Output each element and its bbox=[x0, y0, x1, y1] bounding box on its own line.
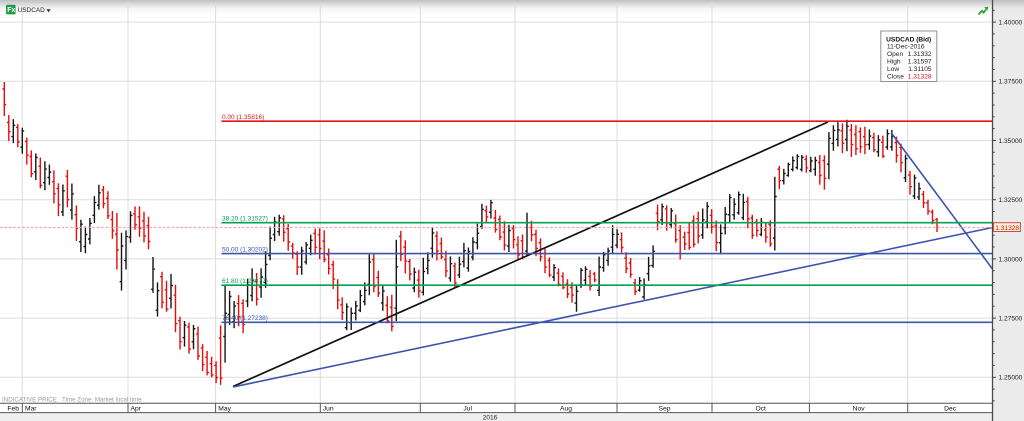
svg-text:Close: Close bbox=[887, 74, 904, 81]
svg-text:1.25000: 1.25000 bbox=[999, 375, 1023, 382]
svg-text:1.27500: 1.27500 bbox=[999, 316, 1023, 323]
svg-text:USDCAD (Bid): USDCAD (Bid) bbox=[886, 36, 931, 43]
svg-text:Jul: Jul bbox=[463, 405, 472, 412]
svg-text:High: High bbox=[887, 59, 901, 66]
svg-text:May: May bbox=[218, 405, 231, 412]
svg-text:Nov: Nov bbox=[853, 405, 866, 412]
svg-text:Aug: Aug bbox=[560, 405, 572, 412]
svg-text:76.40 (1.27238): 76.40 (1.27238) bbox=[222, 315, 268, 322]
svg-text:2016: 2016 bbox=[483, 414, 498, 421]
svg-text:1.31332: 1.31332 bbox=[908, 51, 932, 58]
svg-text:0.00 (1.35816): 0.00 (1.35816) bbox=[222, 114, 264, 121]
svg-text:USDCAD: USDCAD bbox=[18, 7, 45, 14]
svg-text:1.31597: 1.31597 bbox=[908, 59, 932, 66]
svg-text:50.00 (1.30202): 50.00 (1.30202) bbox=[222, 246, 268, 253]
svg-text:Apr: Apr bbox=[131, 405, 142, 412]
svg-text:Jun: Jun bbox=[323, 405, 334, 412]
svg-text:1.31105: 1.31105 bbox=[908, 66, 932, 73]
svg-text:Dec: Dec bbox=[944, 405, 957, 412]
svg-text:Sep: Sep bbox=[659, 405, 671, 412]
svg-text:11-Dec-2016: 11-Dec-2016 bbox=[887, 44, 925, 51]
svg-text:38.20 (1.31527): 38.20 (1.31527) bbox=[222, 216, 268, 223]
svg-text:Feb: Feb bbox=[7, 405, 19, 412]
svg-text:INDICATIVE PRICE Time Zone:: INDICATIVE PRICE Time Zone: Market local… bbox=[2, 397, 142, 404]
svg-text:1.30000: 1.30000 bbox=[999, 256, 1023, 263]
svg-text:1.37500: 1.37500 bbox=[999, 79, 1023, 86]
svg-text:61.80 (1.28877): 61.80 (1.28877) bbox=[222, 278, 268, 285]
svg-text:1.31328: 1.31328 bbox=[908, 74, 932, 81]
svg-text:Mar: Mar bbox=[25, 405, 37, 412]
svg-text:1.35000: 1.35000 bbox=[999, 138, 1023, 145]
svg-text:1.31328: 1.31328 bbox=[995, 225, 1019, 232]
svg-text:Fx: Fx bbox=[7, 7, 15, 14]
svg-text:Low: Low bbox=[887, 66, 899, 73]
svg-text:Oct: Oct bbox=[755, 405, 766, 412]
svg-text:Open: Open bbox=[887, 51, 903, 58]
svg-text:1.32500: 1.32500 bbox=[999, 197, 1023, 204]
svg-text:1.40000: 1.40000 bbox=[999, 20, 1023, 27]
